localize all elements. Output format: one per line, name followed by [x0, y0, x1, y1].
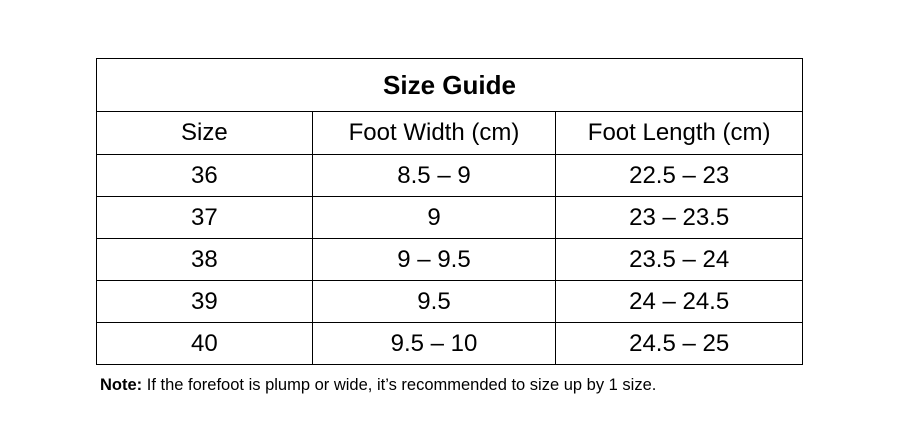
cell-foot-length: 22.5 – 23	[555, 154, 803, 197]
column-header-foot-width: Foot Width (cm)	[311, 111, 557, 155]
cell-foot-length: 23.5 – 24	[555, 238, 803, 281]
column-header-foot-length: Foot Length (cm)	[555, 111, 803, 155]
cell-size: 36	[96, 154, 313, 197]
cell-foot-length: 23 – 23.5	[555, 196, 803, 239]
cell-size: 37	[96, 196, 313, 239]
cell-size: 39	[96, 280, 313, 323]
cell-foot-width: 9.5 – 10	[311, 322, 557, 365]
note-text: If the forefoot is plump or wide, it’s r…	[142, 376, 657, 394]
table-row: 39 9.5 24 – 24.5	[96, 280, 803, 323]
column-header-size: Size	[96, 111, 313, 155]
cell-size: 40	[96, 322, 313, 365]
cell-foot-length: 24.5 – 25	[555, 322, 803, 365]
cell-size: 38	[96, 238, 313, 281]
cell-foot-width: 9	[311, 196, 557, 239]
note-label: Note:	[100, 376, 143, 394]
size-guide-table: Size Guide Size Foot Width (cm) Foot Len…	[96, 58, 803, 365]
cell-foot-width: 8.5 – 9	[311, 154, 557, 197]
table-title: Size Guide	[96, 58, 803, 112]
table-row: 36 8.5 – 9 22.5 – 23	[96, 154, 803, 197]
header-row: Size Foot Width (cm) Foot Length (cm)	[96, 111, 803, 155]
cell-foot-length: 24 – 24.5	[555, 280, 803, 323]
cell-foot-width: 9 – 9.5	[311, 238, 557, 281]
table-row: 37 9 23 – 23.5	[96, 196, 803, 239]
cell-foot-width: 9.5	[311, 280, 557, 323]
table-row: 38 9 – 9.5 23.5 – 24	[96, 238, 803, 281]
table-row: 40 9.5 – 10 24.5 – 25	[96, 322, 803, 365]
sizing-note: Note: If the forefoot is plump or wide, …	[100, 376, 656, 395]
